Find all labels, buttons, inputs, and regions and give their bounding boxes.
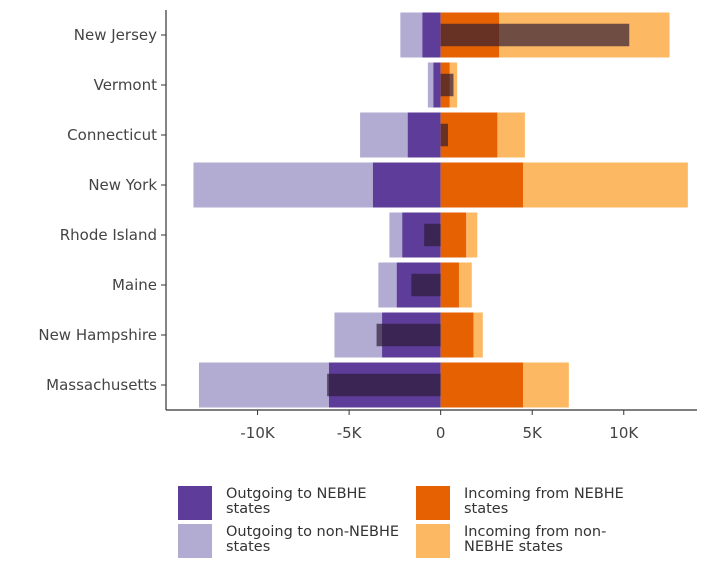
bar-outgoing-non-nebhe-new-york [193,162,373,208]
bar-outgoing-non-nebhe-new-jersey [400,12,423,58]
legend-label-incoming-non-nebhe: Incoming from non-NEBHE states [464,524,607,555]
y-tick-label-vermont: Vermont [94,76,158,94]
bar-net-rhode-island [424,223,441,247]
bar-incoming-nebhe-rhode-island [440,212,467,258]
y-tick-label-massachusetts: Massachusetts [46,376,157,394]
bar-outgoing-nebhe-vermont [433,62,441,108]
legend-swatch-outgoing-nebhe [178,486,212,520]
x-tick-label-0: -10K [240,424,275,442]
bar-incoming-non-nebhe-new-hampshire [473,312,483,358]
bar-outgoing-non-nebhe-new-hampshire [334,312,383,358]
bar-net-connecticut [440,123,448,147]
bar-net-maine [411,273,441,297]
chart: New Jersey Vermont Connecticut New York Rhod… [38,10,697,442]
bar-incoming-non-nebhe-rhode-island [466,212,478,258]
legend-label-incoming-nebhe: Incoming from NEBHE states [464,486,624,517]
bar-net-massachusetts [327,373,441,397]
bar-outgoing-nebhe-new-jersey [422,12,441,58]
bar-net-vermont [440,73,454,97]
y-tick-label-connecticut: Connecticut [67,126,157,144]
legend-swatch-incoming-non-nebhe [416,524,450,558]
legend-item-outgoing-nebhe: Outgoing to NEBHE states [178,486,404,520]
y-tick-label-new-york: New York [88,176,157,194]
legend-swatch-outgoing-non-nebhe [178,524,212,558]
bar-incoming-nebhe-maine [440,262,459,308]
bar-incoming-nebhe-new-hampshire [440,312,474,358]
legend-label-outgoing-non-nebhe: Outgoing to non-NEBHE states [226,524,400,555]
legend-item-incoming-nebhe: Incoming from NEBHE states [416,486,642,520]
bar-incoming-non-nebhe-new-york [523,162,688,208]
bar-outgoing-non-nebhe-vermont [427,62,434,108]
bar-outgoing-nebhe-new-york [372,162,441,208]
bar-outgoing-non-nebhe-maine [378,262,397,308]
y-tick-label-maine: Maine [112,276,157,294]
bar-incoming-non-nebhe-maine [458,262,472,308]
legend-swatch-incoming-nebhe [416,486,450,520]
x-tick-label-2: 0 [436,424,446,442]
x-tick-label-1: -5K [337,424,363,442]
bar-outgoing-non-nebhe-rhode-island [389,212,403,258]
bar-net-new-jersey [440,23,630,47]
y-tick-label-new-hampshire: New Hampshire [38,326,157,344]
bar-outgoing-non-nebhe-massachusetts [198,362,329,408]
legend: Outgoing to NEBHE states Incoming from N… [178,486,698,561]
x-tick-label-3: 5K [523,424,544,442]
legend-label-outgoing-nebhe: Outgoing to NEBHE states [226,486,367,517]
legend-item-outgoing-non-nebhe: Outgoing to non-NEBHE states [178,524,404,558]
bar-incoming-nebhe-massachusetts [440,362,524,408]
x-tick-label-4: 10K [609,424,639,442]
bar-outgoing-nebhe-connecticut [407,112,441,158]
bar-incoming-nebhe-connecticut [440,112,498,158]
bar-incoming-nebhe-new-york [440,162,524,208]
y-tick-label-rhode-island: Rhode Island [60,226,157,244]
bar-incoming-non-nebhe-connecticut [497,112,525,158]
y-tick-label-new-jersey: New Jersey [74,26,157,44]
bar-incoming-non-nebhe-massachusetts [523,362,569,408]
bar-outgoing-non-nebhe-connecticut [360,112,408,158]
bar-net-new-hampshire [376,323,441,347]
legend-item-incoming-non-nebhe: Incoming from non-NEBHE states [416,524,642,558]
